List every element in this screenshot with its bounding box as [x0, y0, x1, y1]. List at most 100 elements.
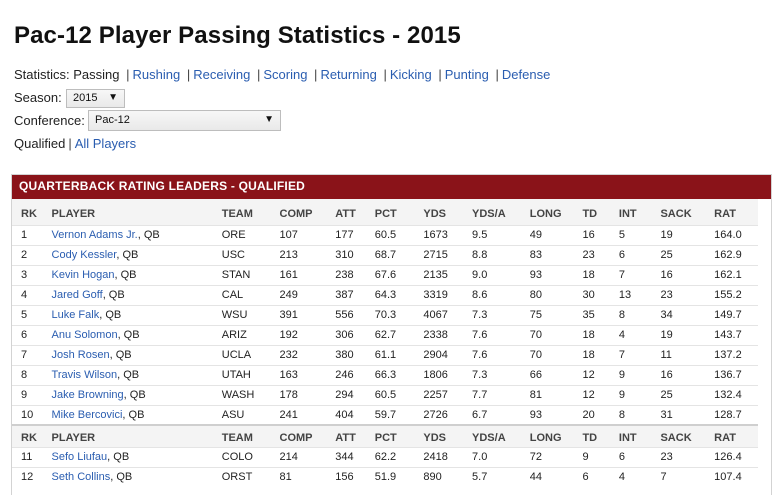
nav-link-receiving[interactable]: Receiving [193, 67, 251, 82]
cell-ydsa: 5.7 [472, 466, 530, 487]
cell-rat: 126.4 [714, 446, 771, 467]
cell-rat: 107.4 [714, 466, 771, 487]
cell-att: 344 [335, 446, 375, 467]
cell-yds: 2135 [423, 264, 473, 285]
cell-pct: 67.6 [374, 264, 424, 285]
nav-link-scoring[interactable]: Scoring [263, 67, 308, 82]
player-position: , QB [99, 309, 122, 321]
nav-link-rushing[interactable]: Rushing [132, 67, 181, 82]
cell-ydsa: 7.7 [472, 384, 530, 405]
column-header-long: LONG [529, 424, 583, 447]
cell-sack: 19 [660, 224, 715, 245]
cell-att: 238 [335, 264, 375, 285]
column-header-td: TD [582, 424, 619, 447]
player-position: , QB [114, 269, 137, 281]
cell-sack: 31 [660, 404, 715, 425]
cell-sack: 23 [660, 446, 715, 467]
cell-yds: 2715 [423, 244, 473, 265]
cell-att: 310 [335, 244, 375, 265]
cell-rat: 128.7 [714, 404, 771, 425]
player-link[interactable]: Josh Rosen [51, 349, 110, 361]
cell-rat: 149.7 [714, 304, 771, 325]
cell-td: 12 [582, 364, 619, 385]
player-link[interactable]: Jared Goff [51, 289, 103, 301]
nav-separator: | [495, 67, 499, 82]
table-header-row: RK PLAYER TEAM COMP ATT PCT YDS YDS/A LONG TD INT S… [12, 424, 771, 447]
dropdown-caret-icon: ▼ [108, 92, 118, 103]
dropdown-caret-icon: ▼ [264, 114, 274, 125]
cell-ydsa: 7.6 [472, 344, 530, 365]
cell-player: Cody Kessler, QB [51, 244, 222, 265]
cell-yds: 2904 [423, 344, 473, 365]
panel-title: QUARTERBACK RATING LEADERS - QUALIFIED [12, 175, 771, 199]
table-row: 6 Anu Solomon, QB ARIZ 192 306 62.7 2338 7.6 70 1… [12, 324, 771, 345]
column-header-player: PLAYER [51, 199, 222, 225]
player-link[interactable]: Anu Solomon [51, 329, 118, 341]
conference-select[interactable]: Pac-12 ▼ [88, 110, 281, 131]
column-header-pct: PCT [374, 424, 424, 447]
nav-separator: | [383, 67, 387, 82]
cell-long: 70 [529, 344, 583, 365]
cell-pct: 68.7 [374, 244, 424, 265]
cell-td: 9 [582, 446, 619, 467]
player-link[interactable]: Kevin Hogan [51, 269, 115, 281]
cell-team: ORE [221, 224, 280, 245]
cell-long: 93 [529, 404, 583, 425]
cell-yds: 2726 [423, 404, 473, 425]
cell-player: Anu Solomon, QB [51, 324, 222, 345]
cell-team: ASU [221, 404, 280, 425]
cell-ydsa: 7.6 [472, 324, 530, 345]
column-header-team: TEAM [221, 424, 280, 447]
cell-long: 81 [529, 384, 583, 405]
player-link[interactable]: Sefo Liufau [51, 451, 108, 463]
player-link[interactable]: Jake Browning [51, 389, 124, 401]
cell-team: UCLA [221, 344, 280, 365]
cell-att: 387 [335, 284, 375, 305]
cell-att: 246 [335, 364, 375, 385]
cell-rk: 1 [12, 224, 52, 245]
cell-ydsa: 6.7 [472, 404, 530, 425]
player-link[interactable]: Luke Falk [51, 309, 100, 321]
table-row: 7 Josh Rosen, QB UCLA 232 380 61.1 2904 7.6 70 18… [12, 344, 771, 365]
nav-separator: | [126, 67, 130, 82]
player-link[interactable]: Vernon Adams Jr. [51, 229, 138, 241]
qualified-separator: | [68, 136, 72, 151]
cell-sack: 11 [660, 344, 715, 365]
season-label: Season: [14, 90, 62, 105]
nav-link-punting[interactable]: Punting [444, 67, 489, 82]
cell-long: 75 [529, 304, 583, 325]
table-row: 4 Jared Goff, QB CAL 249 387 64.3 3319 8.6 80 30 1… [12, 284, 771, 305]
cell-td: 35 [582, 304, 619, 325]
nav-link-returning[interactable]: Returning [320, 67, 377, 82]
cell-team: CAL [221, 284, 280, 305]
player-position: , QB [110, 471, 133, 484]
player-link[interactable]: Travis Wilson [51, 369, 118, 381]
cell-rat: 136.7 [714, 364, 771, 385]
table-row: 5 Luke Falk, QB WSU 391 556 70.3 4067 7.3 75 35 8 3… [12, 304, 771, 325]
nav-link-kicking[interactable]: Kicking [389, 67, 432, 82]
player-link[interactable]: Cody Kessler [51, 249, 117, 261]
conference-label: Conference: [14, 113, 85, 128]
cell-pct: 60.5 [374, 384, 424, 405]
qualified-filter: Qualified | All Players [14, 136, 136, 151]
cell-comp: 163 [279, 364, 336, 385]
cell-pct: 62.7 [374, 324, 424, 345]
cell-td: 12 [582, 384, 619, 405]
column-header-comp: COMP [279, 424, 336, 447]
table-row: 10 Mike Bercovici, QB ASU 241 404 59.7 2726 6.7… [12, 404, 771, 425]
cell-ydsa: 9.5 [472, 224, 530, 245]
nav-link-defense[interactable]: Defense [501, 67, 551, 82]
cell-int: 6 [618, 244, 661, 265]
cell-player: Travis Wilson, QB [51, 364, 222, 385]
scrollbar-track [758, 199, 771, 495]
cell-long: 70 [529, 324, 583, 345]
cell-rk: 9 [12, 384, 52, 405]
all-players-link[interactable]: All Players [74, 136, 137, 151]
player-link[interactable]: Mike Bercovici [51, 408, 123, 421]
cell-yds: 2418 [423, 446, 473, 467]
cell-int: 9 [618, 384, 661, 405]
cell-rat: 155.2 [714, 284, 771, 305]
player-link[interactable]: Seth Collins [51, 471, 111, 484]
season-select[interactable]: 2015 ▼ [66, 89, 125, 108]
cell-att: 556 [335, 304, 375, 325]
